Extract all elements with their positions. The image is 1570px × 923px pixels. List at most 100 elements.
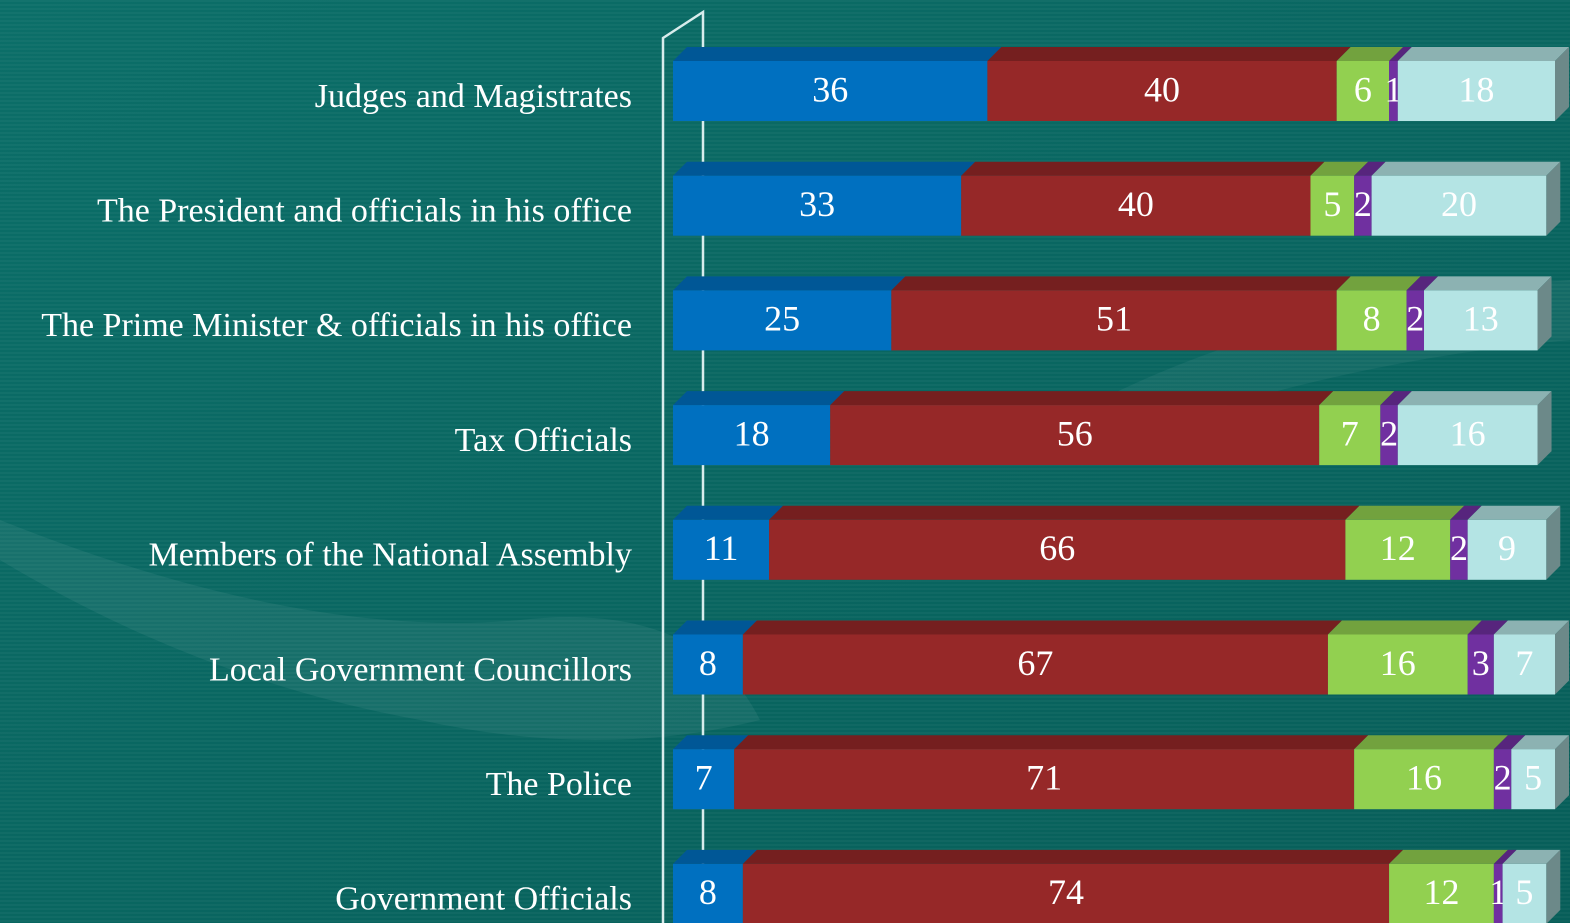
bar-top <box>1345 505 1465 520</box>
bar-top <box>673 47 1002 61</box>
bar-segment <box>1327 634 1468 695</box>
bar-top <box>734 735 1369 750</box>
bar-segment <box>673 175 962 236</box>
bar-segment <box>961 175 1311 236</box>
bar-segment <box>673 405 831 466</box>
bar-top <box>1327 620 1482 635</box>
value-label: 66 <box>1039 528 1075 568</box>
value-label: 18 <box>1458 69 1494 109</box>
bar-segment <box>1380 405 1398 466</box>
bar-top <box>961 161 1325 176</box>
bar-top <box>673 276 906 291</box>
bar-top <box>673 849 757 864</box>
bar-top <box>1397 391 1552 406</box>
bar-top <box>1371 161 1561 176</box>
value-label: 2 <box>1450 528 1468 568</box>
bar-segment <box>1397 61 1555 121</box>
bar-top <box>673 161 976 176</box>
bar-top <box>673 505 784 520</box>
bar-top <box>1467 620 1508 635</box>
value-label: 7 <box>1515 643 1533 683</box>
bar-segment <box>742 863 1390 923</box>
bar-side <box>1546 505 1561 580</box>
value-label: 67 <box>1017 643 1053 683</box>
bar-segment <box>891 290 1337 351</box>
bar-segment <box>830 405 1320 466</box>
bar-top <box>1389 849 1508 864</box>
value-label: 9 <box>1498 528 1516 568</box>
value-label: 7 <box>1341 413 1359 453</box>
bar-top <box>742 849 1404 864</box>
value-label: 25 <box>764 299 800 339</box>
bar-top <box>1493 735 1526 750</box>
bar-segment <box>1389 61 1398 121</box>
bar-top <box>987 47 1351 61</box>
bar-segment <box>1336 290 1407 351</box>
value-label: 51 <box>1096 299 1132 339</box>
value-label: 16 <box>1406 757 1442 797</box>
value-label: 8 <box>1363 299 1381 339</box>
bar-segment <box>1493 634 1555 695</box>
bar-top <box>1380 391 1412 406</box>
bar-segment <box>1345 519 1451 580</box>
value-label: 2 <box>1380 413 1398 453</box>
bar-segment <box>1467 519 1547 580</box>
bar-segment <box>1354 175 1372 236</box>
bar-side <box>1537 276 1552 351</box>
bar-segment <box>1406 290 1425 351</box>
value-label: 40 <box>1144 69 1180 109</box>
bar-segment <box>673 519 770 580</box>
value-label: 6 <box>1354 69 1372 109</box>
value-label: 71 <box>1026 757 1062 797</box>
bar-segment <box>1310 175 1355 236</box>
plot: Judges and Magistrates 36 40 6 1 1 8 The Presid… <box>41 47 1569 923</box>
bar-top <box>1511 735 1569 750</box>
bar-top <box>769 505 1360 520</box>
bar-segment <box>1493 749 1512 810</box>
bar-top <box>1397 47 1569 61</box>
value-label: 8 <box>699 872 717 912</box>
category-label: Judges and Magistrates <box>315 78 632 115</box>
bar-segment <box>1354 749 1494 810</box>
bar-side <box>1546 161 1561 236</box>
category-label: Government Officials <box>335 881 632 918</box>
value-label: 7 <box>695 757 713 797</box>
bar-side <box>1546 849 1561 923</box>
bar-segment <box>1424 290 1538 351</box>
bar-segment <box>673 634 743 695</box>
bar-segment <box>673 61 988 121</box>
value-label: 2 <box>1354 184 1372 224</box>
value-label: 11 <box>704 528 739 568</box>
bar-top <box>1493 849 1517 864</box>
bar-segment <box>1502 863 1547 923</box>
value-label: 16 <box>1380 643 1416 683</box>
bar-segment <box>1511 749 1555 810</box>
bar-segment <box>734 749 1355 810</box>
category-label: The Police <box>486 766 632 803</box>
category-label: Tax Officials <box>455 422 632 459</box>
bar-segment <box>1467 634 1494 695</box>
value-label: 36 <box>812 69 848 109</box>
bar-top <box>1406 276 1439 291</box>
value-label: 40 <box>1118 184 1154 224</box>
bar-segment <box>673 863 743 923</box>
bar-segment <box>1450 519 1468 580</box>
bar-top <box>1493 620 1569 635</box>
value-label: 16 <box>1450 413 1486 453</box>
value-label: 74 <box>1048 872 1084 912</box>
category-label: Local Government Councillors <box>209 651 632 688</box>
bar-top <box>742 620 1342 635</box>
bar-side <box>1555 620 1569 695</box>
bar-side <box>1555 47 1569 121</box>
bar-segment <box>1397 405 1538 466</box>
bar-top <box>830 391 1334 406</box>
bar-top <box>1354 161 1386 176</box>
value-label: 3 <box>1472 643 1490 683</box>
value-label: 18 <box>734 413 770 453</box>
value-label: 5 <box>1524 757 1542 797</box>
bar-top <box>1354 735 1508 750</box>
value-label: 8 <box>699 643 717 683</box>
value-label: 2 <box>1494 757 1512 797</box>
axis-line <box>661 9 705 923</box>
